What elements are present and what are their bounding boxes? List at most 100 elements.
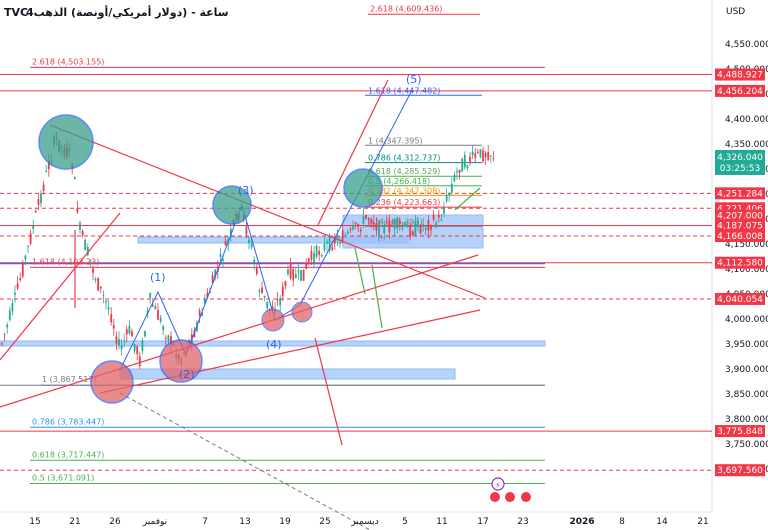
candle-body [380, 237, 383, 239]
y-tick-label: 4,100.000 [725, 265, 768, 275]
candle-body [138, 356, 141, 366]
y-tick-label: 4,350.000 [725, 140, 768, 150]
projection-line-wave5 [317, 79, 389, 226]
candle-body [378, 220, 380, 237]
x-tick-label: 2026 [569, 517, 594, 527]
symbol-label: TVC [4, 6, 28, 19]
candle-body [40, 193, 42, 204]
svg-text:(1): (1) [150, 271, 166, 284]
candle-body [84, 239, 87, 251]
candle-body [94, 279, 97, 281]
price-tag [715, 229, 765, 242]
price-tag-label: 4,221.406 [717, 204, 763, 214]
event-icons[interactable]: ⚡ [490, 477, 531, 502]
candle-body [310, 251, 313, 260]
flag-icon [490, 492, 500, 502]
candle-body [229, 228, 232, 237]
candle-body [123, 340, 126, 342]
candle-body [398, 220, 401, 224]
svg-text:(5): (5) [406, 73, 422, 86]
candle-body [370, 220, 373, 223]
price-tag [715, 256, 765, 269]
candle-body [430, 225, 432, 230]
candle-body [144, 331, 146, 337]
candle-body [162, 326, 165, 331]
x-tick-label: 11 [436, 517, 447, 527]
candle-body [211, 275, 214, 283]
flag-icon [505, 492, 515, 502]
price-tag-label: 4,166.008 [717, 232, 763, 242]
candle-body [14, 292, 16, 295]
candle-body [29, 233, 32, 244]
candle-body [320, 255, 323, 257]
flag-icon [521, 492, 531, 502]
x-tick-label: 7 [202, 517, 208, 527]
candle-body [487, 152, 490, 161]
lightning-icon [491, 477, 505, 491]
candle-body [86, 246, 89, 256]
x-tick-label: 21 [697, 517, 708, 527]
candle-body [154, 306, 157, 310]
horizontal-levels [0, 74, 712, 471]
candle-body [326, 241, 328, 244]
fib-right-label: 0.382 (4,247.308) [368, 186, 440, 195]
y-tick-label: 4,550.000 [725, 40, 768, 50]
x-tick-label: 5 [402, 517, 408, 527]
candle-body [276, 299, 279, 301]
fib-right-label: 0.5 (4,266.418) [368, 177, 430, 186]
candle-body [27, 245, 29, 247]
price-tag-label: 4,251.284 [717, 189, 763, 199]
candle-body [258, 290, 261, 292]
price-tag-label: 3,775.848 [717, 427, 763, 437]
y-tick-label: 4,000.000 [725, 315, 768, 325]
support-zone-upper [0, 340, 546, 347]
price-tag [715, 292, 765, 305]
price-tag-label: 4,488.927 [717, 71, 763, 81]
x-tick-label: 14 [656, 517, 668, 527]
candle-body [287, 269, 289, 275]
candle-body [461, 158, 464, 172]
candle-body [294, 274, 297, 278]
candle-body [261, 287, 263, 294]
candle-body [45, 170, 48, 172]
candle-body [411, 231, 414, 236]
candle-body [167, 335, 170, 342]
candle-body [401, 227, 404, 229]
x-tick-label: 8 [619, 517, 625, 527]
candle-body [16, 283, 19, 289]
candle-body [250, 244, 253, 248]
candle-body [198, 310, 201, 316]
candle-body [149, 292, 152, 298]
x-tick-label: 15 [29, 517, 40, 527]
candle-body [453, 175, 456, 181]
candle-body [245, 226, 248, 235]
fib-left-label: 2.618 (4,503.155) [32, 57, 104, 66]
pivot-circle-wave3 [212, 185, 252, 225]
svg-text:(2): (2) [179, 368, 195, 381]
candle-body [354, 222, 357, 224]
candle-body [365, 214, 367, 219]
candle-body [164, 337, 167, 339]
candle-body [323, 243, 326, 250]
svg-text:⚡: ⚡ [495, 481, 501, 490]
candle-body [24, 255, 27, 260]
candle-body [396, 217, 399, 229]
pivot-circle-top [38, 114, 94, 170]
candle-body [159, 317, 162, 322]
candle-body [73, 177, 76, 180]
candle-body [284, 281, 287, 286]
candle-body [450, 183, 453, 193]
down-arrow-projection [314, 337, 343, 446]
candle-body [346, 231, 349, 234]
candle-body [219, 254, 222, 257]
candle-body [404, 222, 406, 226]
candle-body [492, 158, 495, 160]
price-tag-label: 4,040.054 [717, 295, 763, 305]
x-tick-label: 21 [69, 517, 80, 527]
candle-body [489, 155, 492, 157]
svg-text:(3): (3) [238, 184, 254, 197]
candle-body [409, 225, 412, 238]
candle-body [81, 230, 84, 236]
candle-body [266, 301, 269, 308]
